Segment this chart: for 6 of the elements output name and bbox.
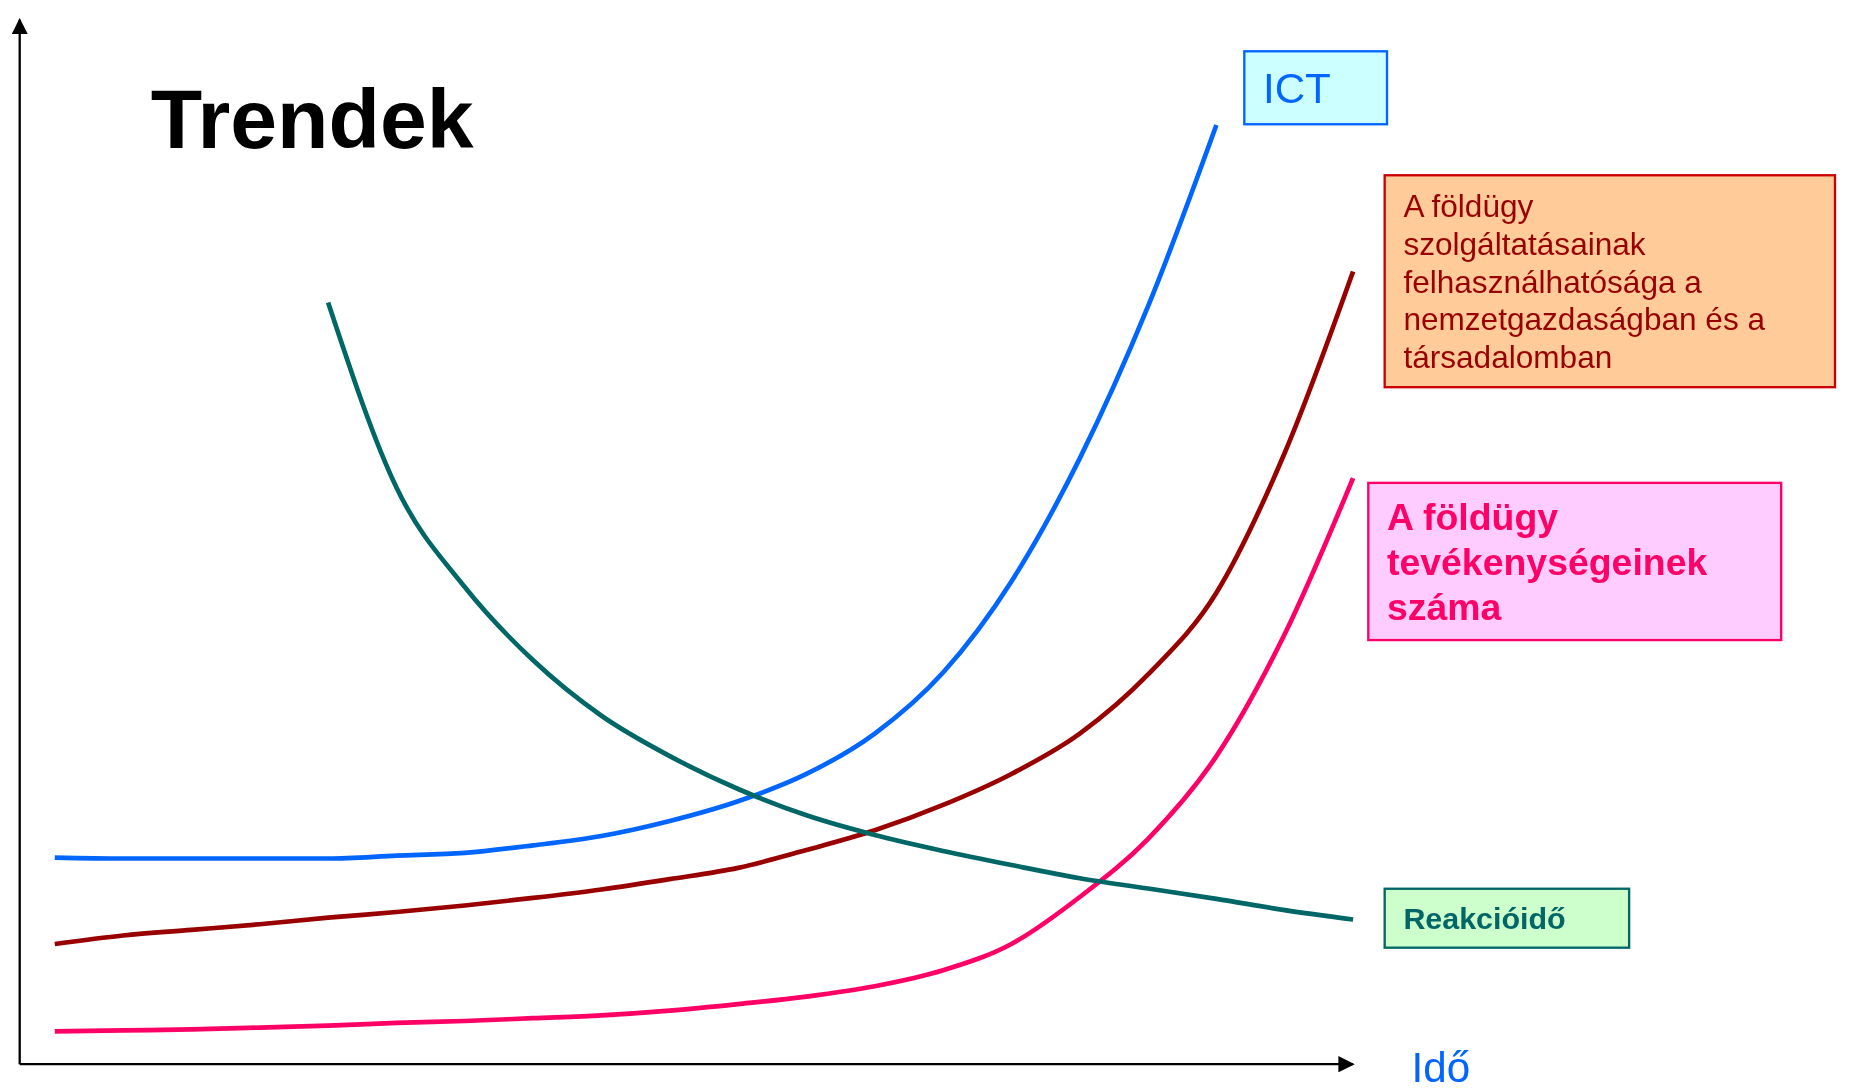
series-label: ICT xyxy=(1263,64,1331,112)
chart-title: Trendek xyxy=(150,72,474,167)
series-label: Reakcióidő xyxy=(1403,901,1566,936)
x-axis-title: Idő xyxy=(1411,1043,1471,1088)
series-label: A földügy szolgáltatásainak felhasználhatósága a nemzetgazdaságban és a társadalomban xyxy=(1403,187,1766,376)
series-label: A földügy tevékenységeinek száma xyxy=(1387,496,1708,628)
